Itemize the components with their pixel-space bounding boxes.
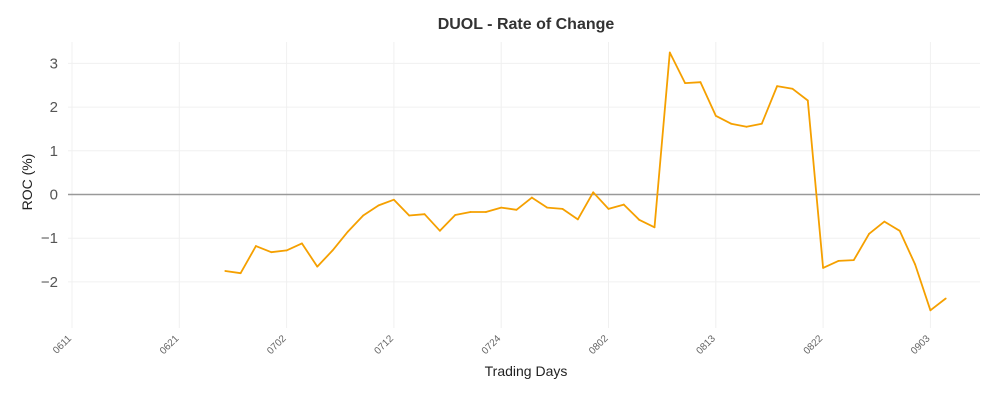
roc-series-line xyxy=(225,51,947,312)
data-point xyxy=(745,125,748,128)
data-point xyxy=(224,270,227,272)
data-point xyxy=(592,191,595,194)
data-point xyxy=(714,114,717,117)
data-point xyxy=(929,309,932,312)
data-point xyxy=(914,263,916,266)
data-point xyxy=(377,204,380,207)
y-tick-label: −2 xyxy=(41,274,58,291)
data-point xyxy=(868,232,870,235)
data-point xyxy=(484,211,487,213)
data-point xyxy=(822,267,824,269)
x-tick-label: 0712 xyxy=(373,333,397,357)
x-axis-label: Trading Days xyxy=(484,363,568,379)
data-point xyxy=(301,242,303,245)
data-point xyxy=(316,265,319,268)
x-tick-label: 0813 xyxy=(694,333,718,357)
data-point xyxy=(500,206,503,209)
x-tick-label: 0702 xyxy=(265,333,289,357)
data-point xyxy=(561,208,564,210)
grid-lines xyxy=(68,42,980,328)
data-point xyxy=(806,99,809,102)
data-point xyxy=(438,229,441,232)
y-tick-label: 0 xyxy=(50,187,58,204)
data-point xyxy=(730,122,733,125)
data-point xyxy=(576,218,579,221)
chart-title: DUOL - Rate of Change xyxy=(437,16,615,33)
x-tick-labels: 0611 0621 0702 0712 0724 0802 0813 0822 0903 xyxy=(51,333,933,357)
y-tick-label: 3 xyxy=(50,55,58,72)
y-tick-labels: 3 2 1 0 −1 −2 xyxy=(41,55,58,291)
data-point xyxy=(638,218,641,221)
data-point xyxy=(898,229,901,232)
x-tick-label: 0822 xyxy=(802,333,826,357)
data-point xyxy=(408,214,411,217)
data-point xyxy=(653,226,656,229)
data-point xyxy=(852,259,855,261)
data-point xyxy=(454,214,457,216)
data-point xyxy=(607,208,610,210)
data-point xyxy=(944,297,947,300)
data-point xyxy=(837,260,840,262)
data-point xyxy=(699,81,702,84)
data-point xyxy=(347,230,349,233)
data-point xyxy=(760,122,763,125)
data-point xyxy=(285,249,288,252)
y-tick-label: 2 xyxy=(50,99,58,116)
data-point xyxy=(791,87,794,90)
data-point xyxy=(684,82,687,84)
data-point xyxy=(255,245,257,247)
data-point xyxy=(423,213,426,216)
data-point xyxy=(883,220,886,223)
data-point xyxy=(668,51,671,54)
x-tick-label: 0802 xyxy=(587,333,611,357)
data-point xyxy=(515,208,518,211)
data-point xyxy=(270,251,273,254)
x-tick-label: 0611 xyxy=(51,333,74,356)
y-tick-label: −1 xyxy=(41,230,58,247)
data-point xyxy=(530,196,533,199)
x-tick-label: 0903 xyxy=(909,333,933,357)
data-point xyxy=(362,214,365,217)
data-point xyxy=(239,272,242,275)
data-point xyxy=(776,85,779,88)
data-point xyxy=(622,203,625,206)
y-tick-label: 1 xyxy=(50,143,58,160)
data-point xyxy=(469,211,472,213)
series-group xyxy=(224,51,947,312)
data-point xyxy=(546,206,549,209)
data-point xyxy=(393,198,395,201)
x-tick-label: 0621 xyxy=(158,333,182,357)
data-point xyxy=(331,249,334,252)
x-tick-label: 0724 xyxy=(480,333,504,357)
